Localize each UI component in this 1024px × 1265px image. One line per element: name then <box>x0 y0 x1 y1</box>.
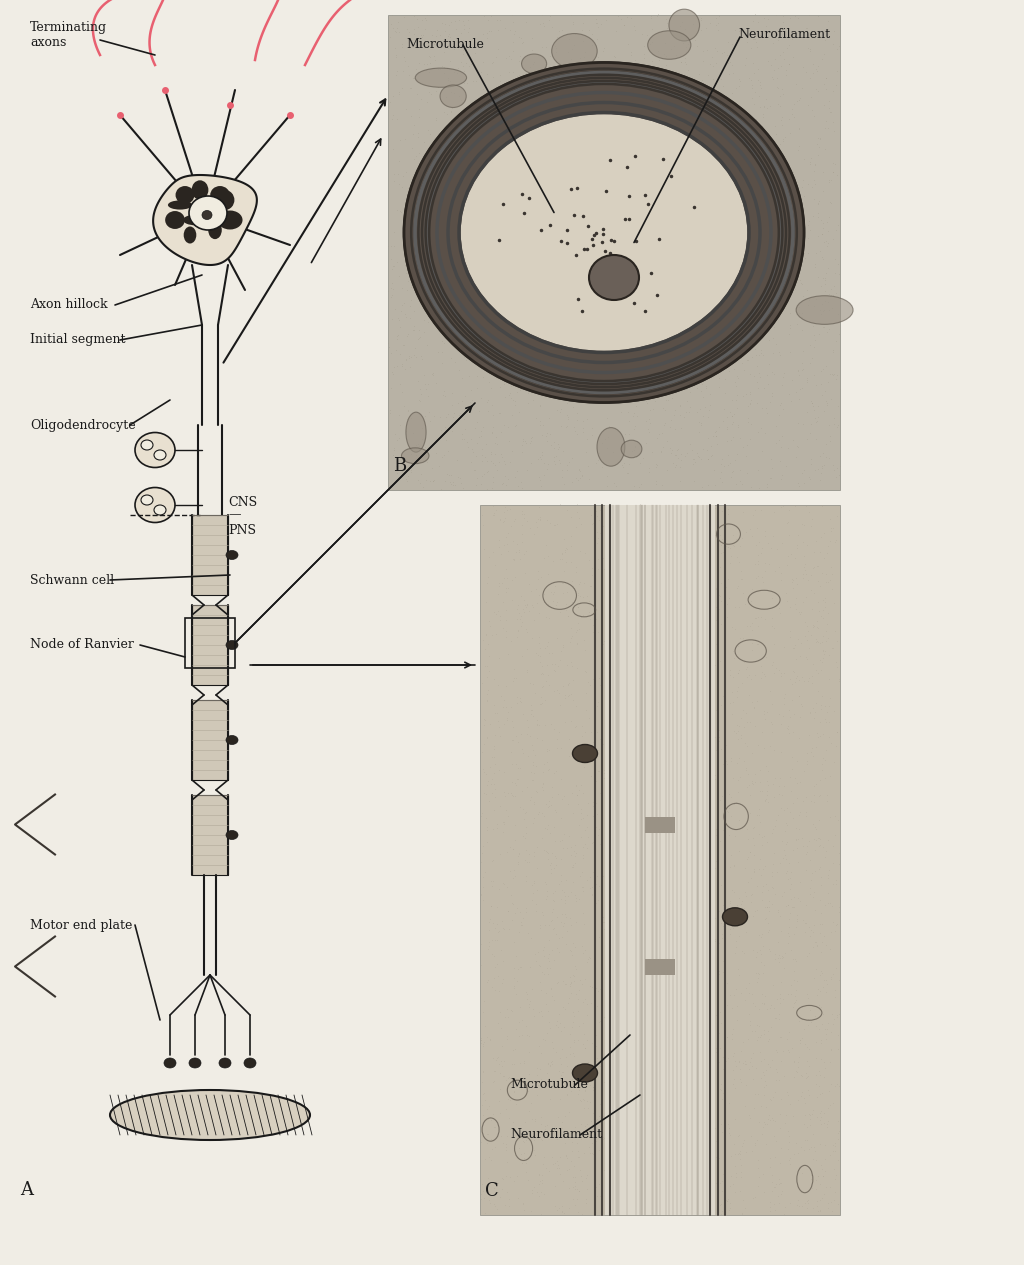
Ellipse shape <box>165 211 185 229</box>
Polygon shape <box>154 175 257 264</box>
Text: CNS: CNS <box>228 496 257 510</box>
Ellipse shape <box>210 186 229 204</box>
Ellipse shape <box>723 908 748 926</box>
Ellipse shape <box>521 54 547 73</box>
Ellipse shape <box>217 210 243 229</box>
Text: C: C <box>485 1182 499 1200</box>
Ellipse shape <box>141 440 153 450</box>
Ellipse shape <box>226 550 238 559</box>
Ellipse shape <box>226 735 238 745</box>
Ellipse shape <box>572 1064 597 1082</box>
Ellipse shape <box>183 215 207 225</box>
Ellipse shape <box>191 181 208 200</box>
Ellipse shape <box>552 34 597 68</box>
Ellipse shape <box>135 487 175 522</box>
Text: A: A <box>20 1182 33 1199</box>
Ellipse shape <box>597 428 625 467</box>
Text: Oligodendrocyte: Oligodendrocyte <box>30 419 135 431</box>
Ellipse shape <box>401 448 429 464</box>
Ellipse shape <box>404 62 804 402</box>
Ellipse shape <box>168 200 193 210</box>
Ellipse shape <box>416 68 467 87</box>
Text: —: — <box>228 509 241 521</box>
Ellipse shape <box>589 256 639 300</box>
Text: PNS: PNS <box>228 524 256 536</box>
Ellipse shape <box>622 440 642 458</box>
Ellipse shape <box>154 450 166 460</box>
Ellipse shape <box>648 30 691 59</box>
Ellipse shape <box>203 205 217 215</box>
Bar <box>185 619 234 668</box>
Ellipse shape <box>216 190 234 210</box>
Ellipse shape <box>189 196 227 230</box>
Ellipse shape <box>183 226 197 244</box>
Polygon shape <box>645 816 675 832</box>
Ellipse shape <box>669 9 699 40</box>
Text: Terminating
axons: Terminating axons <box>30 22 108 49</box>
Text: Microtubule: Microtubule <box>406 38 484 52</box>
Polygon shape <box>605 505 715 1214</box>
Ellipse shape <box>226 831 238 840</box>
Ellipse shape <box>135 433 175 468</box>
Ellipse shape <box>226 640 238 649</box>
Text: Schwann cell: Schwann cell <box>30 573 114 587</box>
Text: Axon hillock: Axon hillock <box>30 299 108 311</box>
Ellipse shape <box>175 186 195 204</box>
Text: Initial segment: Initial segment <box>30 334 126 347</box>
Ellipse shape <box>141 495 153 505</box>
Text: Neurofilament: Neurofilament <box>738 29 830 42</box>
Ellipse shape <box>219 1058 231 1068</box>
Ellipse shape <box>796 296 853 324</box>
Text: Node of Ranvier: Node of Ranvier <box>30 639 134 651</box>
Ellipse shape <box>459 113 749 353</box>
Ellipse shape <box>164 1058 176 1068</box>
Ellipse shape <box>110 1090 310 1140</box>
Ellipse shape <box>440 85 466 108</box>
Ellipse shape <box>202 210 212 220</box>
Text: Motor end plate: Motor end plate <box>30 918 132 931</box>
Ellipse shape <box>189 1058 201 1068</box>
Ellipse shape <box>406 412 426 452</box>
Text: Neurofilament: Neurofilament <box>510 1128 602 1141</box>
Polygon shape <box>388 15 840 490</box>
Polygon shape <box>480 505 840 1214</box>
Ellipse shape <box>572 745 597 763</box>
Polygon shape <box>645 959 675 974</box>
Ellipse shape <box>154 505 166 515</box>
Ellipse shape <box>244 1058 256 1068</box>
Text: B: B <box>393 457 407 474</box>
Ellipse shape <box>208 221 222 239</box>
Text: Microtubule: Microtubule <box>510 1079 588 1092</box>
